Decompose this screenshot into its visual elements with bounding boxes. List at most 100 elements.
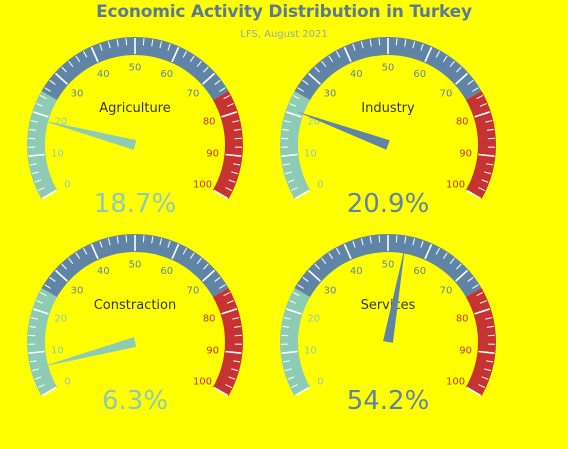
major-tick [455, 72, 469, 85]
minor-tick [68, 257, 74, 264]
tick-label: 80 [203, 313, 216, 324]
minor-tick [30, 317, 38, 320]
minor-tick [182, 247, 187, 255]
tick-label: 10 [51, 346, 64, 357]
minor-tick [231, 171, 239, 175]
minor-tick [289, 103, 297, 107]
minor-tick [125, 235, 128, 243]
minor-tick [485, 120, 493, 123]
minor-tick [314, 66, 320, 73]
tick-label: 0 [317, 180, 323, 191]
minor-tick [282, 163, 290, 166]
minor-tick [297, 87, 304, 92]
tick-label: 70 [440, 285, 453, 296]
major-tick [225, 350, 242, 354]
major-tick [281, 153, 298, 157]
minor-tick [225, 187, 233, 192]
major-tick [202, 269, 216, 282]
minor-tick [395, 38, 398, 46]
major-tick [171, 243, 180, 260]
minor-tick [476, 291, 484, 297]
minor-tick [226, 103, 234, 107]
tick-label: 20 [307, 313, 320, 324]
gauge-label: Services [361, 298, 416, 313]
minor-tick [232, 317, 240, 320]
tick-label: 40 [350, 266, 363, 277]
minor-tick [75, 55, 81, 62]
minor-tick [37, 187, 45, 192]
minor-tick [378, 38, 381, 46]
minor-tick [456, 263, 462, 270]
minor-tick [231, 368, 239, 372]
gauge-value: 18.7% [94, 189, 177, 219]
tick-label: 0 [317, 377, 323, 388]
major-tick [478, 350, 495, 354]
gauge-band [280, 91, 311, 199]
major-tick [202, 72, 216, 85]
minor-tick [283, 120, 291, 123]
tick-label: 50 [129, 63, 142, 74]
minor-tick [484, 368, 492, 372]
minor-tick [142, 38, 145, 46]
minor-tick [352, 43, 356, 51]
minor-tick [404, 236, 407, 244]
minor-tick [61, 66, 67, 73]
minor-tick [478, 187, 486, 192]
gauge-value: 20.9% [347, 189, 430, 219]
minor-tick [99, 240, 103, 248]
minor-tick [167, 43, 171, 51]
minor-tick [412, 238, 416, 246]
minor-tick [378, 235, 381, 243]
minor-tick [486, 128, 494, 131]
gauge-band [27, 288, 58, 396]
minor-tick [189, 55, 195, 62]
minor-tick [219, 284, 226, 289]
tick-label: 0 [64, 180, 70, 191]
minor-tick [467, 276, 474, 282]
major-tick [478, 153, 495, 157]
tick-label: 70 [187, 88, 200, 99]
minor-tick [321, 60, 327, 67]
minor-tick [442, 55, 448, 62]
minor-tick [486, 163, 494, 166]
minor-tick [314, 263, 320, 270]
minor-tick [37, 384, 45, 389]
minor-tick [297, 284, 304, 289]
major-tick [466, 386, 482, 397]
gauge-band [465, 91, 496, 199]
major-tick [285, 111, 302, 118]
major-tick [294, 386, 310, 397]
minor-tick [34, 179, 42, 183]
minor-tick [233, 325, 241, 328]
tick-label: 90 [206, 346, 219, 357]
major-tick [466, 189, 482, 200]
minor-tick [395, 235, 398, 243]
gauge-value: 6.3% [102, 386, 168, 416]
tick-label: 10 [304, 346, 317, 357]
minor-tick [159, 238, 163, 246]
gauge-label: Industry [361, 101, 415, 116]
minor-tick [336, 247, 341, 255]
major-tick [225, 153, 242, 157]
tick-label: 40 [97, 266, 110, 277]
minor-tick [292, 94, 300, 100]
minor-tick [68, 60, 74, 67]
major-tick [307, 72, 321, 85]
minor-tick [203, 66, 209, 73]
major-tick [171, 46, 180, 63]
minor-tick [30, 120, 38, 123]
tick-label: 90 [206, 149, 219, 160]
minor-tick [151, 236, 154, 244]
minor-tick [125, 38, 128, 46]
minor-tick [83, 50, 88, 58]
minor-tick [289, 300, 297, 304]
gauge-band [294, 234, 482, 297]
gauge-band [212, 288, 243, 396]
minor-tick [196, 257, 202, 264]
major-tick [32, 111, 49, 118]
minor-tick [159, 41, 163, 49]
major-tick [455, 269, 469, 282]
minor-tick [83, 247, 88, 255]
minor-tick [233, 128, 241, 131]
